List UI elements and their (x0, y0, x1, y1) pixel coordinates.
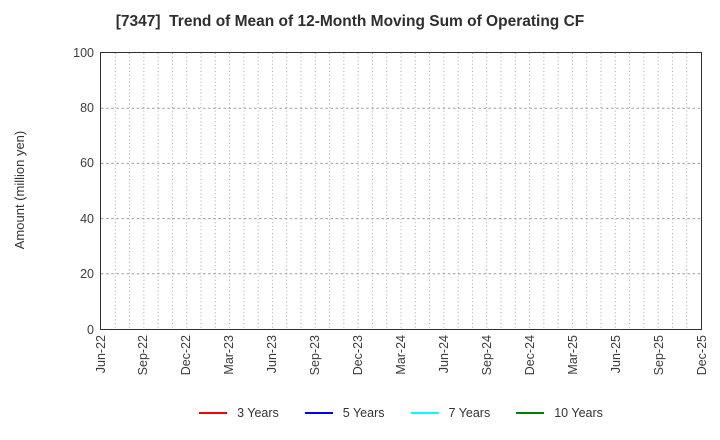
y-tick-label: 100 (73, 45, 94, 60)
x-tick-label: Jun-22 (93, 335, 108, 374)
legend-item: 7 Years (410, 406, 491, 420)
x-tick-label: Mar-23 (222, 335, 237, 375)
y-tick-label: 60 (80, 156, 94, 171)
x-tick-label: Dec-24 (522, 335, 537, 376)
x-tick-label: Dec-22 (179, 335, 194, 376)
legend-line-swatch (199, 411, 228, 415)
x-tick-label: Mar-24 (394, 335, 408, 375)
x-tick-label: Sep-22 (136, 335, 151, 376)
legend-label: 7 Years (448, 406, 491, 420)
chart-title: [7347] Trend of Mean of 12-Month Moving … (115, 13, 585, 30)
x-tick-label: Jun-25 (608, 335, 623, 374)
legend-line-swatch (410, 411, 439, 415)
legend-label: 3 Years (237, 406, 279, 420)
x-tick-label: Dec-25 (694, 335, 709, 376)
grid-lines (101, 53, 701, 329)
plot-area (100, 52, 702, 330)
legend-item: 5 Years (304, 406, 385, 420)
x-tick-label: Sep-23 (308, 335, 323, 376)
legend-line-swatch (516, 411, 545, 415)
x-tick-label: Jun-24 (436, 335, 451, 374)
x-tick-label: Jun-23 (265, 335, 280, 374)
y-tick-label: 40 (80, 211, 94, 226)
y-tick-label: 0 (87, 322, 94, 337)
y-axis-label: Amount (million yen) (12, 130, 27, 250)
x-tick-label: Mar-25 (565, 335, 580, 375)
y-tick-label: 20 (80, 267, 94, 282)
x-tick-label: Sep-24 (479, 335, 494, 376)
x-tick-label: Dec-23 (351, 335, 366, 376)
legend-item: 3 Years (199, 406, 279, 420)
x-tick-label: Sep-25 (651, 335, 666, 376)
legend-item: 10 Years (516, 406, 603, 420)
y-tick-label: 80 (80, 100, 94, 115)
legend-label: 5 Years (342, 406, 385, 420)
legend: 3 Years 5 Years 7 Years 10 Years (100, 404, 702, 422)
legend-line-swatch (304, 411, 333, 415)
legend-label: 10 Years (554, 406, 603, 420)
